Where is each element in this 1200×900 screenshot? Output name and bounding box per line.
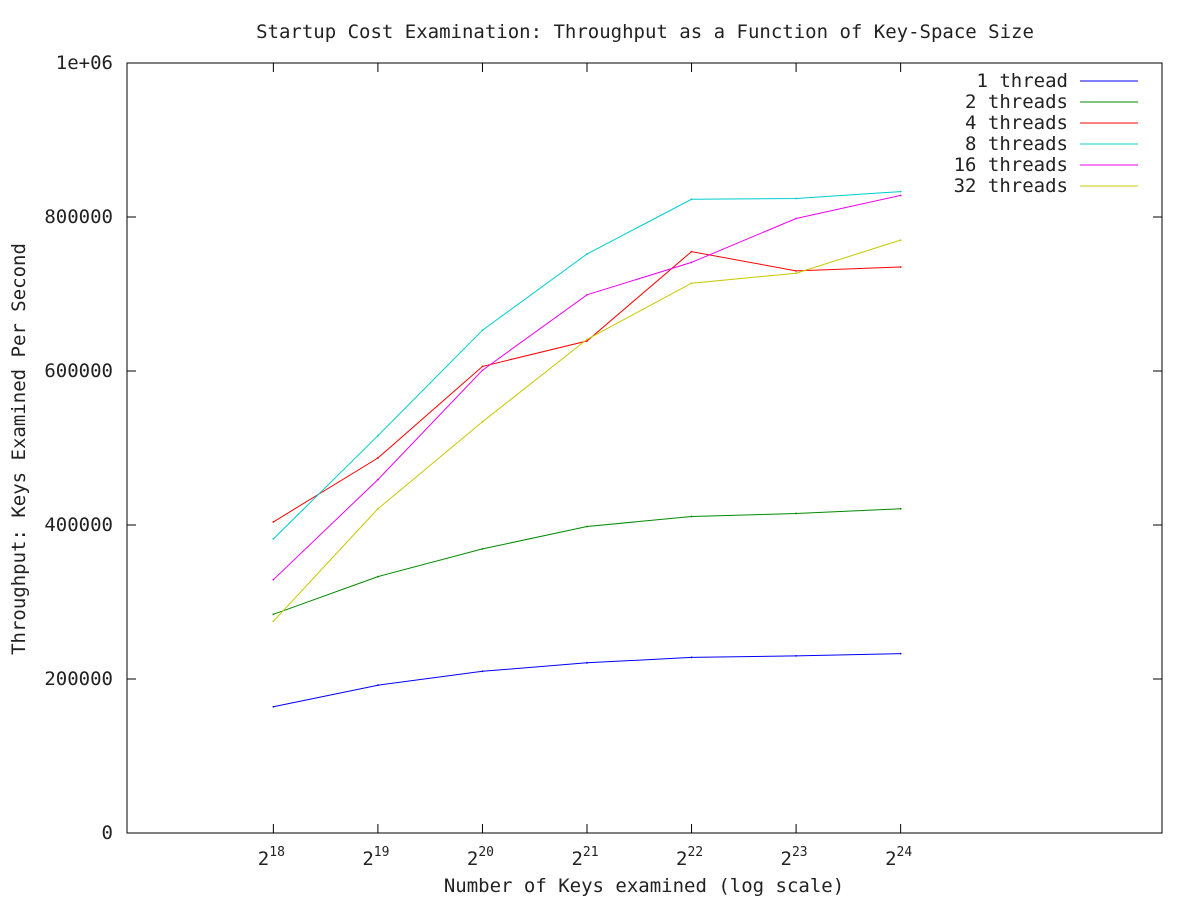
data-point	[272, 705, 275, 708]
data-point	[795, 270, 797, 272]
x-tick-label: 222	[676, 845, 703, 870]
data-point	[377, 684, 379, 687]
data-point	[899, 652, 902, 655]
data-point	[690, 261, 693, 264]
data-point	[586, 661, 588, 664]
series-line	[273, 653, 901, 708]
y-axis-label: Throughput: Keys Examined Per Second	[8, 243, 30, 655]
data-point	[481, 670, 484, 673]
x-tick-label: 224	[885, 845, 912, 870]
legend-label: 16 threads	[954, 154, 1068, 176]
y-axis: 0 200000 400000 600000 800000 1e+06	[44, 52, 1162, 844]
data-point	[481, 329, 484, 332]
y-tick-label: 400000	[44, 514, 113, 536]
data-point	[377, 434, 379, 437]
x-tick-label: 223	[781, 845, 808, 870]
x-tick-label: 219	[362, 845, 389, 870]
data-point	[272, 613, 275, 616]
data-point	[690, 515, 693, 518]
legend-label: 32 threads	[954, 175, 1068, 197]
data-point	[795, 197, 797, 200]
data-point	[795, 655, 797, 657]
data-point	[690, 282, 693, 285]
data-point	[272, 620, 275, 623]
y-tick-label: 1e+06	[56, 52, 113, 74]
data-point	[586, 253, 588, 255]
y-tick-label: 200000	[44, 668, 113, 690]
data-point	[481, 365, 484, 368]
y-tick-label: 0	[102, 822, 113, 844]
series-line	[273, 508, 901, 615]
data-point	[690, 250, 693, 253]
data-point	[377, 478, 379, 481]
data-point	[899, 190, 902, 193]
y-tick-label: 600000	[44, 360, 113, 382]
data-point	[899, 507, 902, 510]
data-point	[899, 194, 902, 197]
chart-title: Startup Cost Examination: Throughput as …	[256, 21, 1034, 43]
x-tick-label: 220	[467, 845, 494, 870]
data-point	[481, 369, 484, 372]
data-point	[795, 217, 797, 220]
data-point	[586, 340, 588, 342]
data-point	[899, 266, 902, 268]
data-point	[272, 537, 275, 540]
series-line	[273, 239, 901, 622]
data-point	[377, 575, 379, 578]
data-point	[377, 457, 379, 459]
data-point	[272, 578, 275, 581]
series-line	[273, 191, 901, 540]
x-tick-label: 221	[571, 845, 598, 870]
legend-label: 1 thread	[976, 70, 1068, 92]
data-point	[795, 272, 797, 275]
x-axis-label: Number of Keys examined (log scale)	[444, 875, 844, 897]
x-axis: 218 219 220 221 222 223 224	[258, 63, 912, 870]
series-line	[273, 194, 901, 581]
series-lines	[272, 190, 902, 708]
data-point	[899, 239, 902, 242]
data-point	[586, 293, 588, 296]
series-line	[273, 251, 901, 523]
legend-label: 2 threads	[965, 91, 1068, 113]
data-point	[795, 512, 797, 515]
data-point	[690, 656, 693, 659]
x-tick-label: 218	[258, 845, 285, 870]
data-point	[481, 420, 484, 423]
data-point	[272, 521, 275, 523]
legend-label: 8 threads	[965, 133, 1068, 155]
plot-area	[126, 62, 1163, 834]
data-point	[586, 525, 588, 528]
data-point	[690, 198, 693, 201]
legend-label: 4 threads	[965, 112, 1068, 134]
y-tick-label: 800000	[44, 206, 113, 228]
data-point	[586, 338, 588, 341]
data-point	[481, 547, 484, 550]
data-point	[377, 507, 379, 510]
